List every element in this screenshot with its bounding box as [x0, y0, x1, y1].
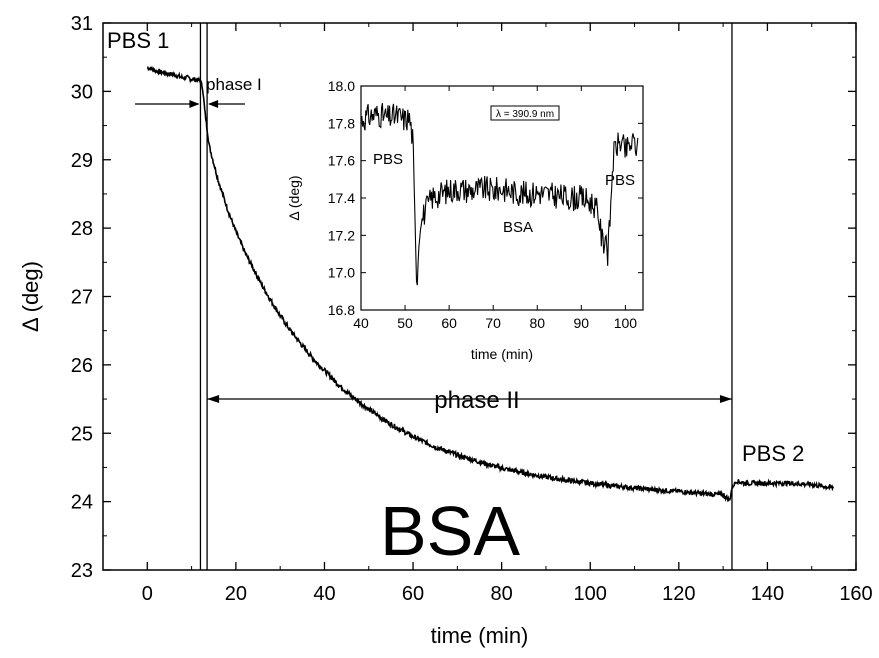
- main-y-axis-label: Δ (deg): [18, 261, 43, 332]
- inset-x-tick-label-50: 50: [397, 315, 413, 331]
- phase2-arrowhead-right: [719, 395, 732, 403]
- main-axis-ticks: 0 20 40 60 80 100 120 140 160 23 24 25 26 27 28 29 30 31: [71, 13, 873, 605]
- inset-annotation-pbs-right: PBS: [605, 172, 635, 189]
- phase1-arrowhead-right: [208, 100, 219, 108]
- annotation-phase2: phase II: [434, 387, 519, 414]
- inset-legend-text: λ = 390.9 nm: [496, 109, 554, 120]
- inset-x-tick-label-40: 40: [353, 315, 369, 331]
- inset-y-tick-label-17.4: 17.4: [328, 190, 355, 206]
- x-tick-label-80: 80: [491, 583, 513, 605]
- inset-x-tick-label-80: 80: [529, 315, 545, 331]
- x-tick-label-40: 40: [313, 583, 335, 605]
- y-tick-label-25: 25: [71, 423, 93, 445]
- inset-x-tick-label-100: 100: [614, 315, 638, 331]
- inset-axis-ticks: 40 50 60 70 80 90 100 16.8 17.0 17.2 17.4 17.6 17.8 1…: [328, 78, 643, 331]
- annotation-bsa: BSA: [380, 492, 520, 570]
- x-tick-label-20: 20: [225, 583, 247, 605]
- inset-y-tick-label-16.8: 16.8: [328, 302, 355, 318]
- y-tick-label-28: 28: [71, 218, 93, 240]
- y-tick-label-30: 30: [71, 81, 93, 103]
- inset-series-line: [360, 103, 639, 286]
- phase2-arrowhead-left: [207, 395, 220, 403]
- main-annotation-arrows: [135, 100, 732, 403]
- inset-y-tick-label-18: 18.0: [328, 78, 355, 94]
- x-tick-label-0: 0: [142, 583, 153, 605]
- annotation-pbs1: PBS 1: [107, 28, 169, 53]
- inset-background: [361, 86, 643, 310]
- y-tick-label-23: 23: [71, 560, 93, 582]
- main-x-axis-label: time (min): [431, 623, 529, 648]
- y-tick-label-29: 29: [71, 150, 93, 172]
- inset-y-tick-label-17: 17.0: [328, 265, 355, 281]
- inset-x-axis-label: time (min): [471, 346, 533, 362]
- phase1-arrowhead-left: [189, 100, 200, 108]
- y-tick-label-24: 24: [71, 492, 93, 514]
- x-tick-label-160: 160: [839, 583, 872, 605]
- main-series-line: [147, 66, 835, 503]
- x-tick-label-120: 120: [662, 583, 695, 605]
- y-tick-label-27: 27: [71, 287, 93, 309]
- annotation-phase1: phase I: [206, 75, 262, 94]
- x-tick-label-60: 60: [402, 583, 424, 605]
- inset-annotation-bsa: BSA: [503, 219, 533, 236]
- y-tick-label-26: 26: [71, 355, 93, 377]
- inset-y-tick-label-17.6: 17.6: [328, 153, 355, 169]
- main-vertical-markers: [199, 23, 733, 570]
- inset-y-tick-label-17.2: 17.2: [328, 227, 355, 243]
- annotation-phase2-background: [413, 383, 541, 413]
- inset-y-axis-label: Δ (deg): [286, 175, 302, 220]
- inset-x-tick-label-90: 90: [574, 315, 590, 331]
- inset-x-tick-label-60: 60: [441, 315, 457, 331]
- inset-annotation-pbs-left: PBS: [373, 151, 403, 168]
- annotation-pbs2: PBS 2: [742, 441, 804, 466]
- inset-legend-box: [490, 105, 560, 121]
- y-tick-label-31: 31: [71, 13, 93, 35]
- inset-x-tick-label-70: 70: [485, 315, 501, 331]
- x-tick-label-140: 140: [751, 583, 784, 605]
- x-tick-label-100: 100: [574, 583, 607, 605]
- inset-y-tick-label-17.8: 17.8: [328, 115, 355, 131]
